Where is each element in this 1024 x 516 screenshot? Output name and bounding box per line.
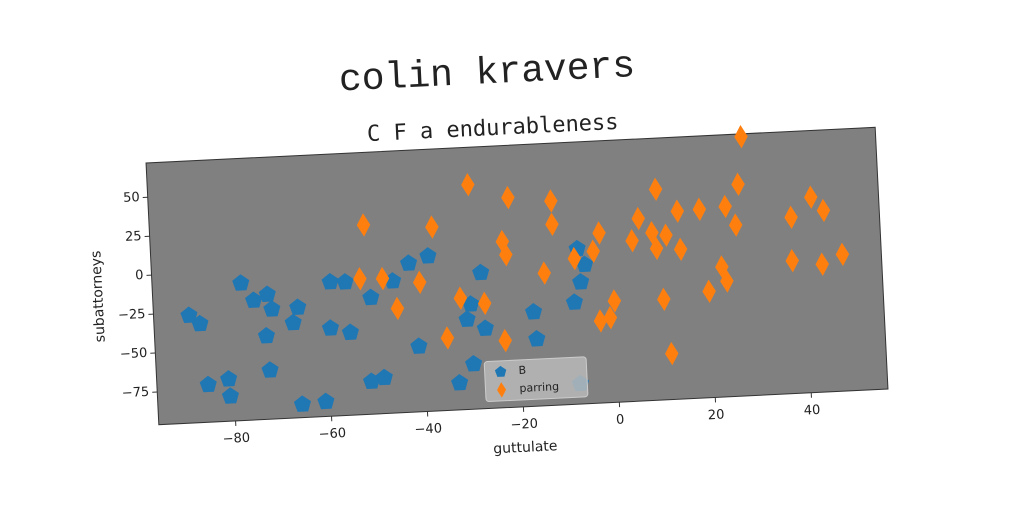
y-tick-label: 50: [123, 190, 140, 206]
y-tick-label: 0: [135, 268, 144, 283]
x-tick-label: 20: [708, 408, 725, 424]
chart-title: colin kravers: [338, 45, 636, 102]
legend-label: parring: [519, 380, 559, 395]
y-tick-label: −75: [121, 385, 149, 401]
x-tick-label: 40: [803, 403, 820, 419]
x-tick-label: −80: [222, 431, 250, 447]
x-tick-label: −20: [510, 417, 538, 433]
y-axis-label: subattorneys: [88, 250, 108, 342]
y-tick-label: 25: [125, 229, 142, 245]
y-tick-label: −50: [120, 346, 148, 362]
figure: colin kravers C F a endurableness guttul…: [80, 33, 891, 476]
legend-box: [484, 357, 588, 402]
y-tick-label: −25: [118, 307, 146, 323]
x-tick-label: −60: [318, 426, 346, 442]
x-axis-label: guttulate: [493, 438, 558, 457]
x-tick-label: −40: [414, 421, 442, 437]
legend-label: B: [518, 364, 526, 377]
x-tick-label: 0: [616, 412, 625, 427]
